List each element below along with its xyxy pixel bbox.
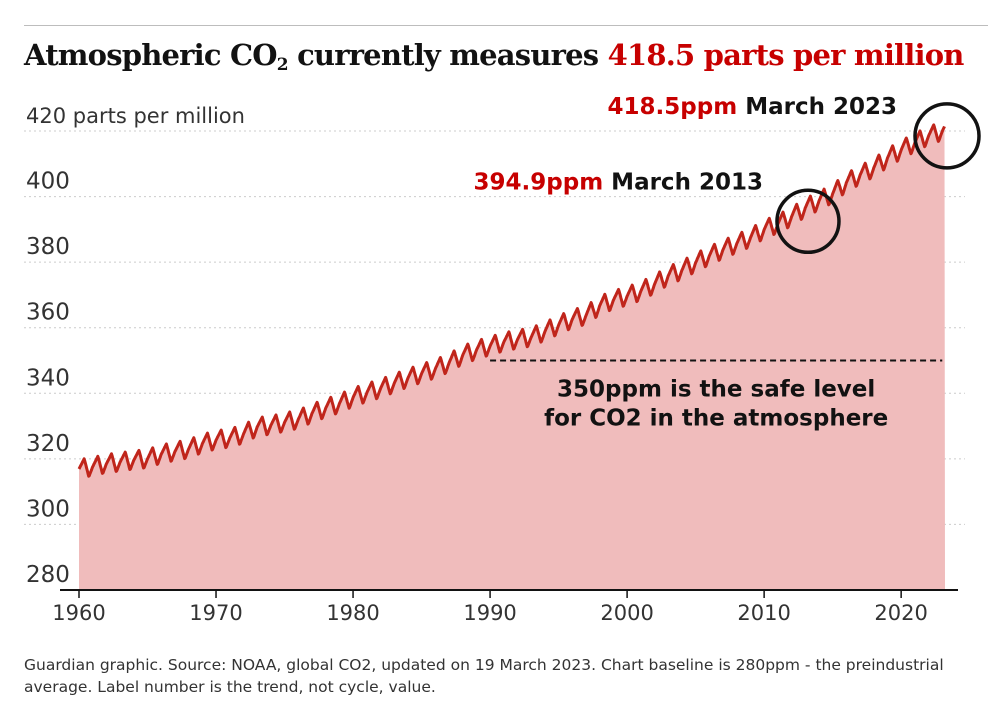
x-tick-label: 2020	[874, 601, 927, 625]
title-subscript: 2	[276, 55, 289, 75]
chart-title: Atmospheric CO2 currently measures 418.5…	[24, 38, 965, 75]
annotation-value: 394.9ppm	[474, 169, 604, 195]
y-tick-label: 340	[26, 365, 70, 391]
safe-level-label-line-1: 350ppm is the safe level	[557, 377, 875, 403]
x-tick-label: 2000	[600, 601, 653, 625]
safe-level-label-line-2: for CO2 in the atmosphere	[544, 406, 888, 432]
y-tick-label: 380	[26, 234, 70, 260]
x-tick-label: 1990	[463, 601, 516, 625]
y-tick-label: 420 parts per million	[26, 104, 245, 128]
annotation-circle	[775, 188, 841, 255]
source-footnote: Guardian graphic. Source: NOAA, global C…	[24, 656, 944, 696]
annotations: 394.9ppm March 2013 418.5ppm March 2023	[474, 94, 981, 255]
annotation-value: 418.5ppm	[608, 94, 738, 120]
annotation-label: 418.5ppm March 2023	[608, 94, 897, 120]
title-highlight: 418.5 parts per million	[607, 38, 965, 72]
co2-line	[77, 123, 946, 478]
top-rule	[24, 25, 988, 26]
x-axis-ticks: 1960 1970 1980 1990 2000 2010 2020	[52, 590, 928, 625]
x-tick-label: 2010	[737, 601, 790, 625]
annotation-label: 394.9ppm March 2013	[474, 169, 763, 195]
y-axis-ticks: 280 300 320 340 360 380 400 420 parts per milli…	[26, 104, 245, 588]
y-tick-label: 360	[26, 300, 70, 326]
co2-chart: 280 300 320 340 360 380 400 420 parts per milli…	[24, 94, 981, 625]
annotation-date: March 2023	[737, 94, 897, 120]
y-tick-label: 400	[26, 169, 70, 195]
annotation-date: March 2013	[603, 169, 763, 195]
x-tick-label: 1960	[52, 601, 105, 625]
title-prefix: Atmospheric CO	[24, 38, 278, 72]
x-tick-label: 1980	[326, 601, 379, 625]
annotation-circle	[913, 102, 981, 170]
y-tick-label: 280	[26, 562, 70, 588]
y-tick-label: 300	[26, 496, 70, 522]
title-middle: currently measures	[287, 38, 608, 72]
x-tick-label: 1970	[189, 601, 242, 625]
y-tick-label: 320	[26, 431, 70, 457]
